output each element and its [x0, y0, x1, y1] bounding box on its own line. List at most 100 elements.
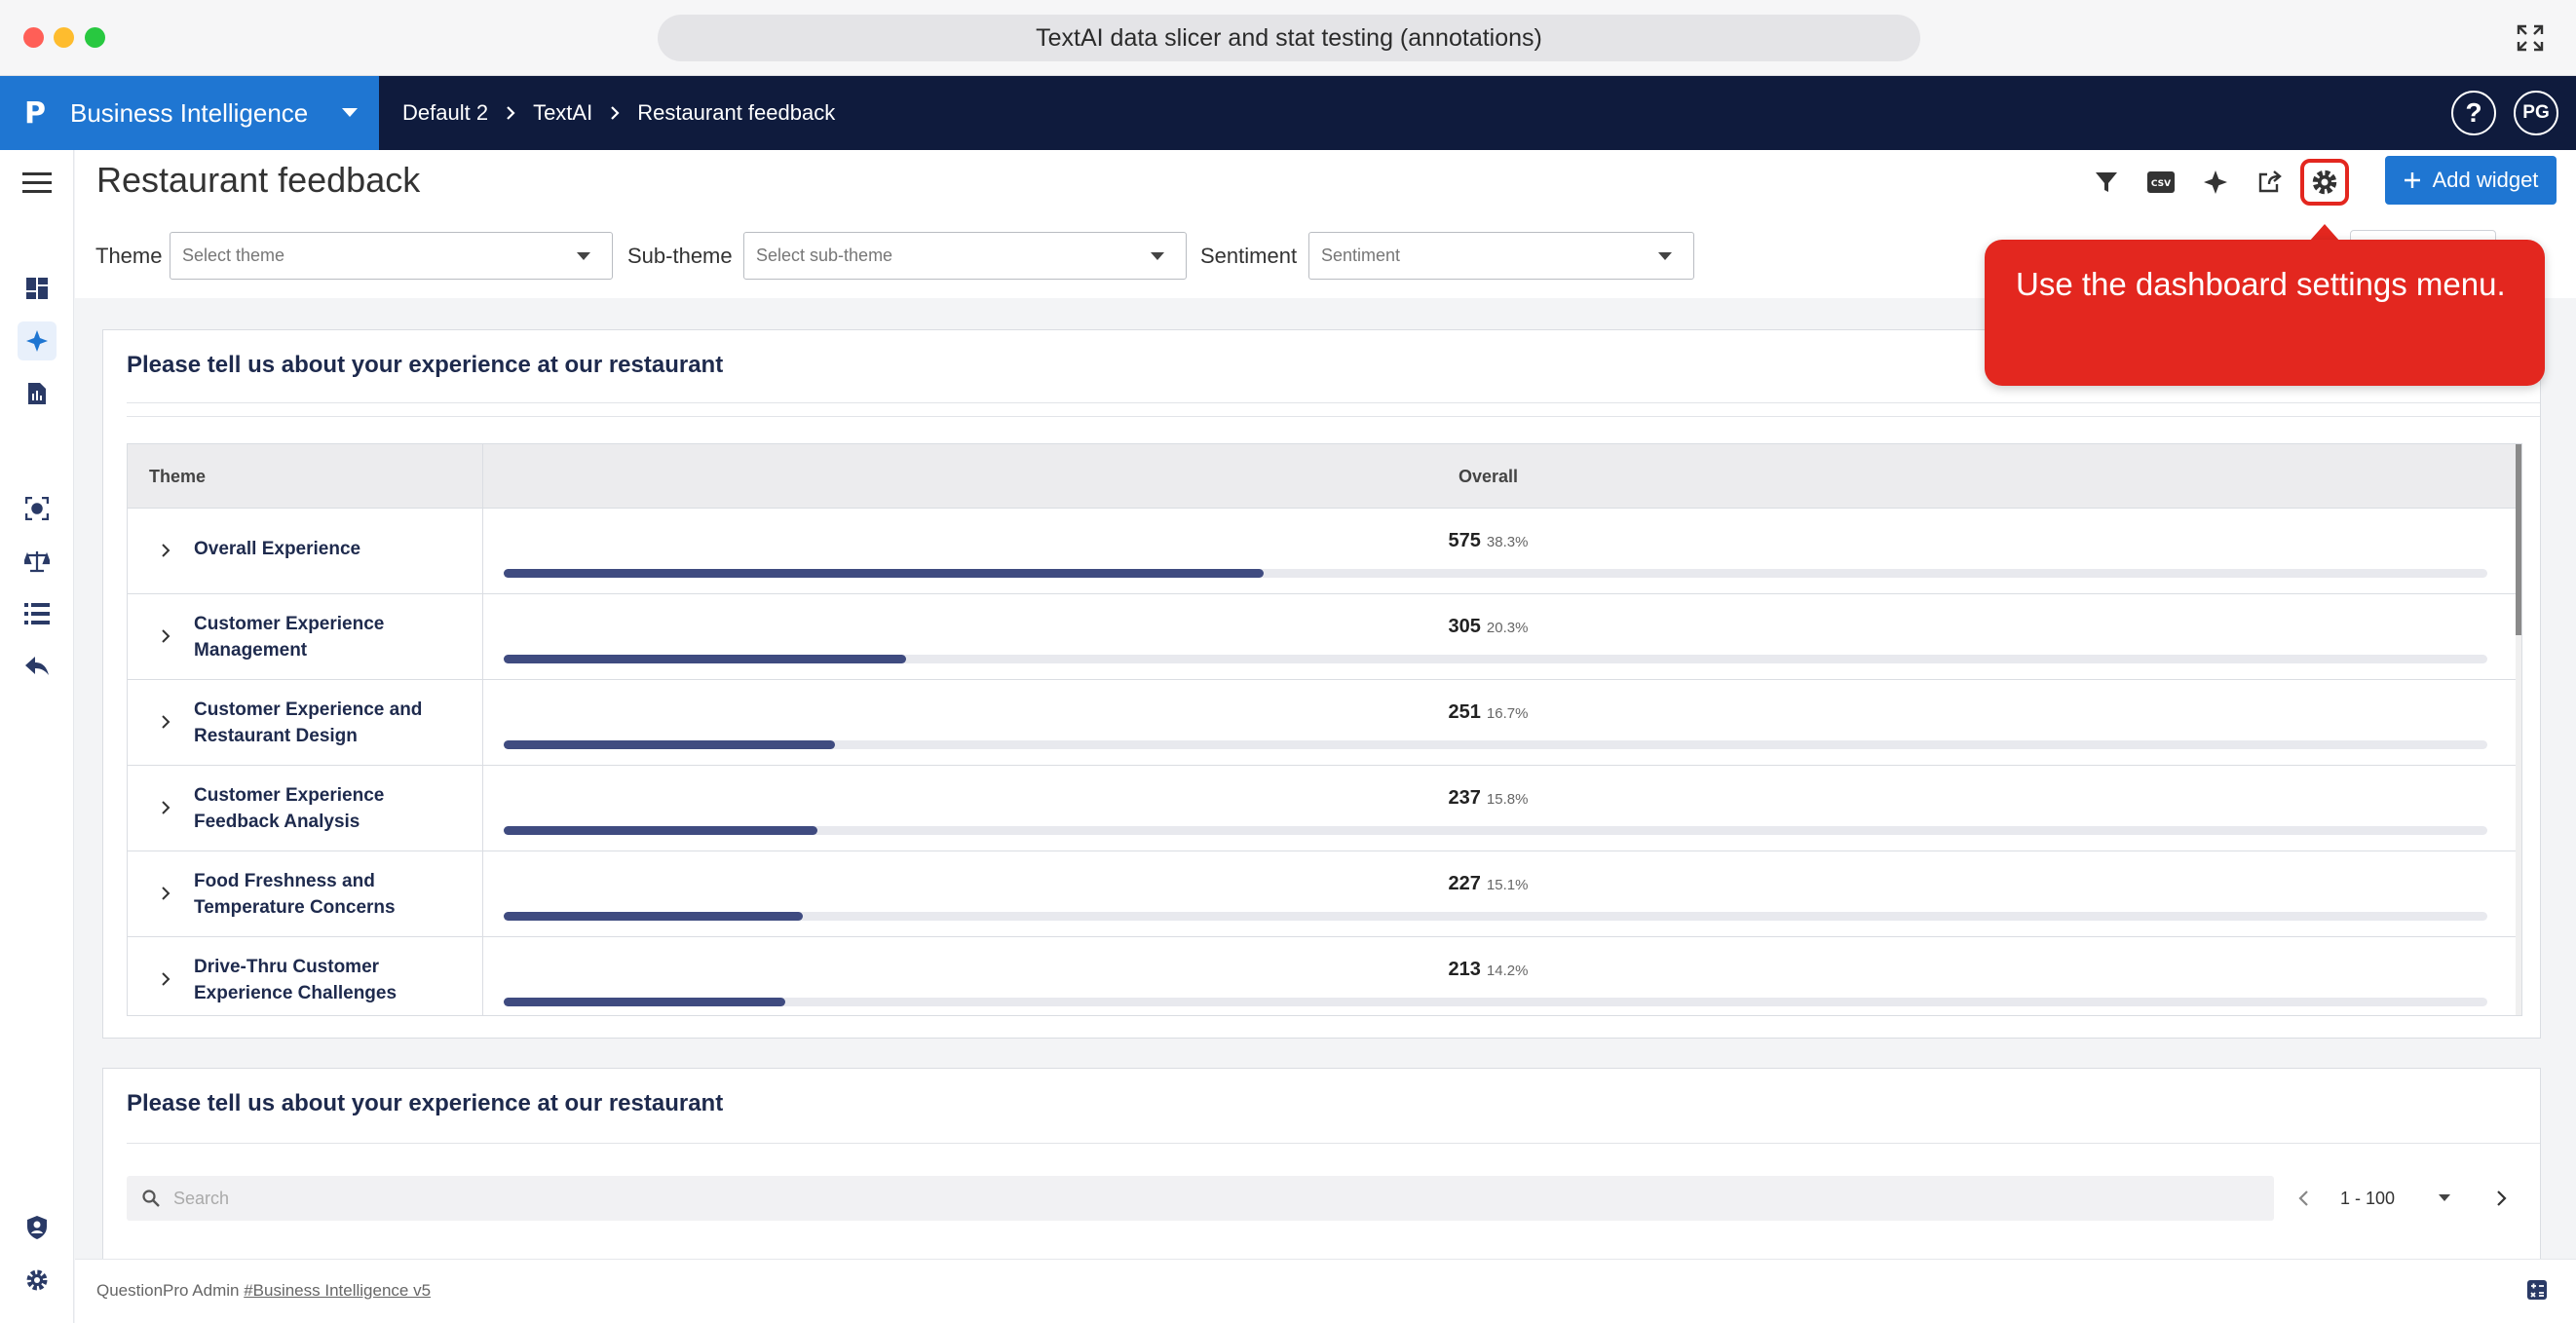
product-name: Business Intelligence [70, 97, 309, 128]
subtheme-select[interactable]: Select sub-theme [743, 232, 1187, 280]
chevron-right-icon[interactable] [159, 972, 172, 986]
sidebar [0, 150, 74, 1323]
share-icon[interactable] [2254, 166, 2287, 199]
column-header-theme: Theme [149, 467, 207, 486]
subtheme-filter-label: Sub-theme [627, 244, 733, 268]
theme-table: Theme Overall Overall Experience 575 38.3%… [127, 443, 2522, 1016]
widget-divider [127, 1143, 2540, 1144]
row-value: 213 14.2% [482, 959, 2494, 981]
csv-export-icon[interactable]: CSV [2144, 166, 2178, 199]
breadcrumb-item-current: Restaurant feedback [637, 100, 836, 125]
table-row[interactable]: Customer Experience Management 305 20.3% [128, 594, 2521, 680]
row-bar-fill [504, 998, 786, 1006]
row-theme-label: Food Freshness and Temperature Concerns [194, 868, 467, 921]
chevron-right-icon[interactable] [159, 629, 172, 643]
questionpro-logo-icon: P [24, 95, 46, 131]
row-bar-track [504, 826, 2487, 835]
chevron-down-icon [321, 107, 379, 119]
chevron-right-icon[interactable] [159, 801, 172, 814]
row-bar-fill [504, 912, 804, 921]
list-icon[interactable] [18, 594, 57, 633]
main-content: Restaurant feedback CSV Add widget Theme… [75, 150, 2576, 1282]
scrollbar-thumb[interactable] [2516, 444, 2521, 635]
row-theme-label: Customer Experience Feedback Analysis [194, 782, 467, 835]
reply-back-icon[interactable] [18, 647, 57, 686]
balance-scale-icon[interactable] [18, 542, 57, 581]
row-percent: 15.1% [1486, 877, 1529, 893]
help-button[interactable]: ? [2451, 91, 2496, 135]
row-value: 237 15.8% [482, 787, 2494, 810]
report-file-icon[interactable] [18, 374, 57, 413]
sentiment-select[interactable]: Sentiment [1308, 232, 1694, 280]
chevron-right-icon[interactable] [2494, 1190, 2508, 1207]
widget-title: Please tell us about your experience at … [127, 352, 724, 378]
row-label-line1: Drive-Thru Customer [194, 957, 380, 977]
product-switcher[interactable]: P Business Intelligence [0, 76, 379, 150]
widget-divider [127, 402, 2540, 403]
row-value: 575 38.3% [482, 530, 2494, 552]
add-widget-button[interactable]: Add widget [2385, 156, 2557, 205]
chevron-left-icon[interactable] [2297, 1190, 2311, 1207]
user-avatar[interactable]: PG [2514, 91, 2558, 135]
row-label-line1: Food Freshness and [194, 871, 375, 891]
row-label-line2: Feedback Analysis [194, 812, 360, 832]
focus-scan-icon[interactable] [18, 489, 57, 528]
table-row[interactable]: Customer Experience Feedback Analysis 237 1… [128, 766, 2521, 851]
breadcrumb-item-textai[interactable]: TextAI [533, 100, 593, 125]
row-bar-track [504, 569, 2487, 578]
plus-icon [2404, 172, 2420, 188]
row-theme-label: Overall Experience [194, 536, 467, 562]
chevron-right-icon[interactable] [159, 544, 172, 557]
dashboard-settings-button[interactable] [2300, 159, 2349, 206]
theme-filter-label: Theme [95, 244, 163, 268]
app-header: P Business Intelligence Default 2 TextAI… [0, 76, 2576, 150]
theme-select-placeholder: Select theme [182, 246, 285, 265]
widget-divider [127, 416, 2540, 417]
menu-icon[interactable] [18, 164, 57, 203]
row-label-line1: Customer Experience [194, 614, 385, 634]
row-bar-fill [504, 740, 835, 749]
ai-sparkle-icon[interactable] [2199, 166, 2232, 199]
search-input[interactable]: Search [127, 1176, 2274, 1221]
row-value: 305 20.3% [482, 616, 2494, 638]
window-titlebar: TextAI data slicer and stat testing (ann… [0, 0, 2576, 76]
fullscreen-icon[interactable] [2516, 23, 2545, 53]
sentiment-select-placeholder: Sentiment [1321, 246, 1401, 265]
maximize-window-button[interactable] [85, 27, 105, 48]
user-shield-icon[interactable] [18, 1208, 57, 1247]
row-count: 213 [1448, 959, 1481, 980]
table-row[interactable]: Customer Experience and Restaurant Design… [128, 680, 2521, 766]
minimize-window-button[interactable] [54, 27, 74, 48]
row-bar-track [504, 998, 2487, 1006]
table-header: Theme Overall [128, 444, 2521, 509]
table-scrollbar[interactable] [2516, 444, 2521, 1015]
footer-version-link[interactable]: #Business Intelligence v5 [244, 1281, 432, 1300]
row-percent: 16.7% [1486, 705, 1529, 722]
table-row[interactable]: Drive-Thru Customer Experience Challenges… [128, 937, 2521, 1015]
row-bar-track [504, 740, 2487, 749]
theme-select[interactable]: Select theme [170, 232, 613, 280]
row-percent: 14.2% [1486, 963, 1529, 979]
caret-down-icon[interactable] [2438, 1193, 2451, 1203]
row-label-line2: Experience Challenges [194, 983, 398, 1003]
row-count: 227 [1448, 873, 1481, 894]
table-row[interactable]: Overall Experience 575 38.3% [128, 509, 2521, 594]
column-divider [482, 444, 483, 1015]
window-title: TextAI data slicer and stat testing (ann… [658, 15, 1920, 61]
pagination: 1 - 100 [2297, 1176, 2531, 1221]
add-widget-label: Add widget [2432, 168, 2539, 192]
chevron-right-icon[interactable] [159, 887, 172, 900]
table-row[interactable]: Food Freshness and Temperature Concerns 22… [128, 851, 2521, 937]
row-theme-label: Customer Experience and Restaurant Design [194, 697, 467, 749]
settings-gear-icon[interactable] [18, 1261, 57, 1300]
breadcrumb-item-default[interactable]: Default 2 [402, 100, 489, 125]
close-window-button[interactable] [23, 27, 44, 48]
row-label-line1: Customer Experience and [194, 699, 423, 720]
calculator-icon[interactable] [2525, 1278, 2549, 1302]
chevron-right-icon[interactable] [159, 715, 172, 729]
textai-sparkle-icon[interactable] [18, 321, 57, 360]
callout-pointer [2309, 224, 2340, 242]
dashboard-icon[interactable] [18, 269, 57, 308]
row-label-line1: Customer Experience [194, 785, 385, 806]
filter-icon[interactable] [2090, 166, 2123, 199]
